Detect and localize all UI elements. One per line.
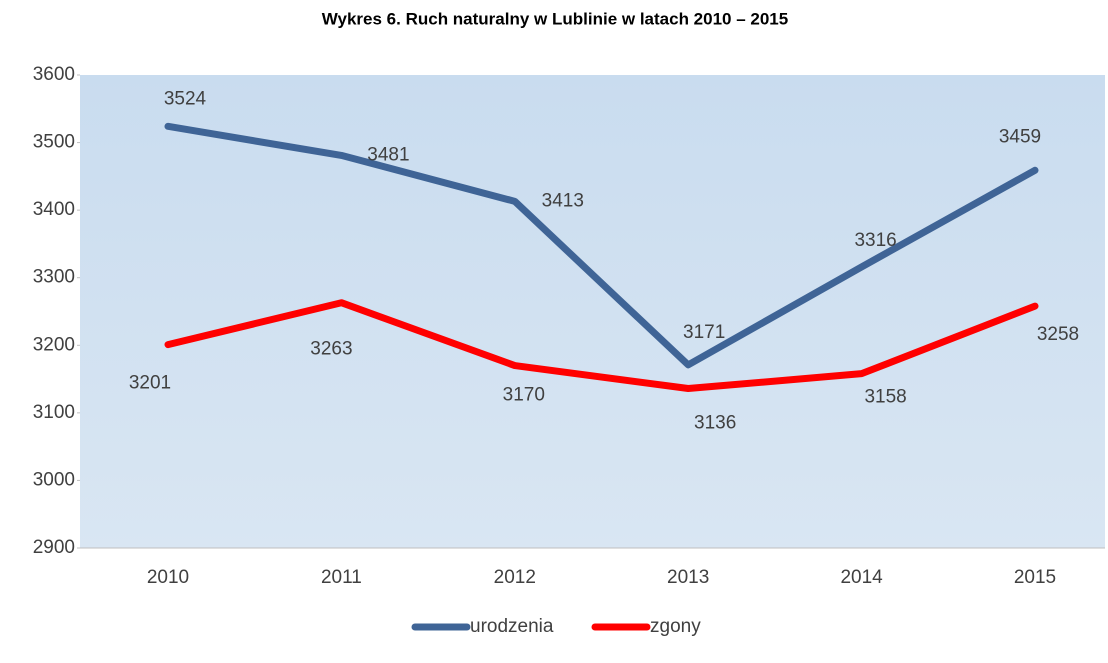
data-label: 3481	[367, 144, 409, 165]
x-tick-label: 2015	[1014, 567, 1056, 588]
series-line	[164, 299, 1039, 393]
data-label: 3170	[503, 385, 545, 406]
x-tick-label: 2012	[494, 567, 536, 588]
data-label: 3263	[310, 339, 352, 360]
data-label: 3201	[129, 373, 171, 394]
y-tick-label: 3600	[33, 64, 75, 85]
data-label: 3158	[864, 387, 906, 408]
y-tick-label: 3500	[33, 132, 75, 153]
legend-label: zgony	[650, 616, 701, 637]
y-tick-label: 3300	[33, 267, 75, 288]
legend-label: urodzenia	[470, 616, 554, 637]
data-label: 3316	[854, 230, 896, 251]
y-tick-label: 3200	[33, 334, 75, 355]
data-label: 3413	[542, 190, 584, 211]
data-label: 3136	[694, 413, 736, 434]
data-label: 3524	[164, 88, 207, 109]
x-tick-label: 2011	[321, 567, 362, 588]
x-tick-label: 2010	[147, 567, 189, 588]
y-tick-label: 2900	[33, 537, 75, 558]
data-label: 3459	[999, 126, 1041, 147]
y-tick-label: 3100	[33, 402, 75, 423]
series-line	[164, 122, 1039, 369]
x-tick-label: 2013	[667, 567, 709, 588]
data-label: 3171	[683, 322, 725, 343]
y-tick-label: 3400	[33, 199, 75, 220]
data-label: 3258	[1037, 324, 1079, 345]
y-tick-label: 3000	[33, 469, 75, 490]
plot-area	[80, 75, 1105, 548]
x-tick-label: 2014	[840, 567, 883, 588]
chart-title: Wykres 6. Ruch naturalny w Lublinie w la…	[322, 9, 788, 28]
